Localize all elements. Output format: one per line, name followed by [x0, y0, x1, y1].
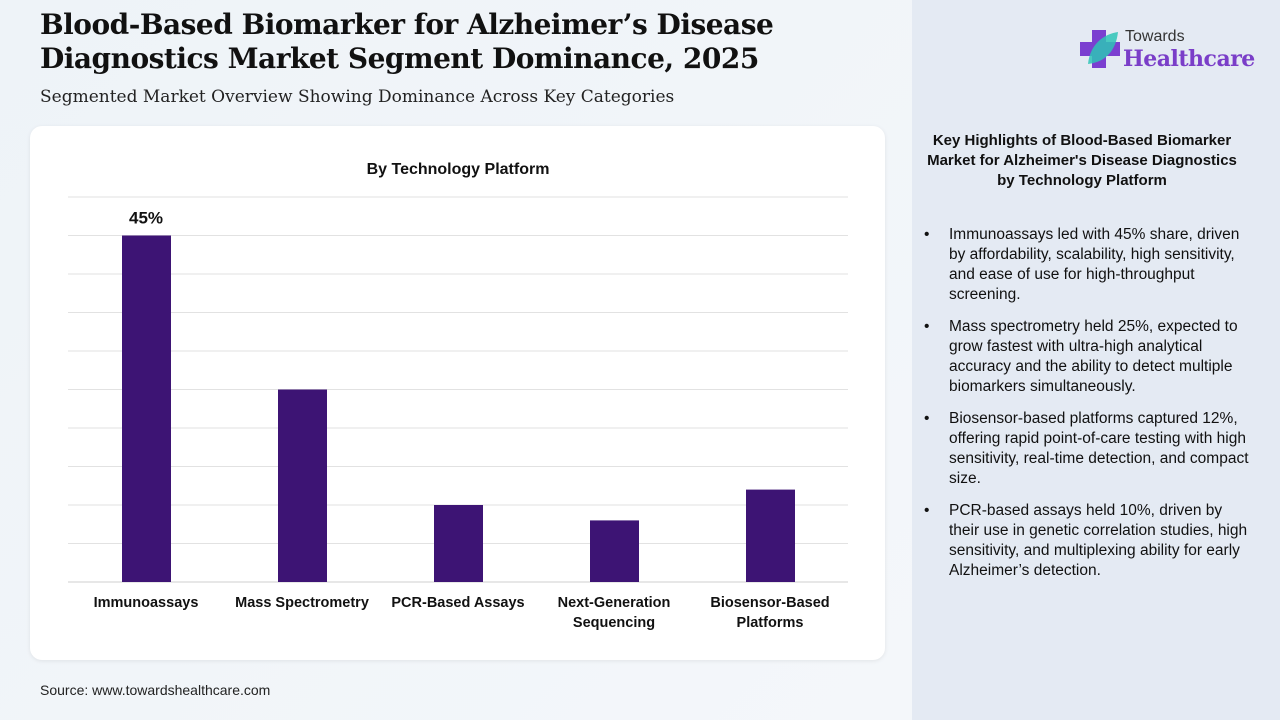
highlight-item: PCR-based assays held 10%, driven by the…: [922, 501, 1252, 581]
highlights-list: Immunoassays led with 45% share, driven …: [922, 225, 1252, 593]
logo-line1: Towards: [1125, 28, 1185, 45]
bar-3: [590, 520, 639, 582]
highlight-item: Mass spectrometry held 25%, expected to …: [922, 317, 1252, 397]
category-label: Immunoassays: [94, 595, 199, 611]
logo-line2: Healthcare: [1123, 46, 1255, 72]
category-label: Mass Spectrometry: [235, 595, 369, 611]
bar-2: [434, 505, 483, 582]
logo: Towards Healthcare: [1080, 26, 1255, 75]
category-label: Next-Generation: [558, 595, 671, 611]
highlight-item: Immunoassays led with 45% share, driven …: [922, 225, 1252, 305]
chart-card: By Technology Platform 45% Immunoassays Mas…: [30, 126, 885, 660]
chart-title: By Technology Platform: [367, 161, 550, 178]
highlight-item: Biosensor-based platforms captured 12%, …: [922, 409, 1252, 489]
bar-1: [278, 389, 327, 582]
category-label: Biosensor-Based: [710, 595, 829, 611]
category-label: Sequencing: [573, 615, 655, 631]
page-title: Blood-Based Biomarker for Alzheimer’s Di…: [40, 8, 774, 75]
data-label: 45%: [129, 209, 163, 228]
bar-chart: By Technology Platform 45% Immunoassays Mas…: [68, 161, 848, 631]
source-text: Source: www.towardshealthcare.com: [40, 682, 271, 698]
highlights-title: Key Highlights of Blood-Based Biomarker …: [927, 132, 1237, 189]
bar-4: [746, 489, 795, 582]
category-label: Platforms: [737, 615, 804, 631]
logo-cross-icon: [1080, 30, 1120, 68]
bar-0: [122, 235, 171, 582]
page-subtitle: Segmented Market Overview Showing Domina…: [40, 87, 675, 107]
category-label: PCR-Based Assays: [391, 595, 524, 611]
